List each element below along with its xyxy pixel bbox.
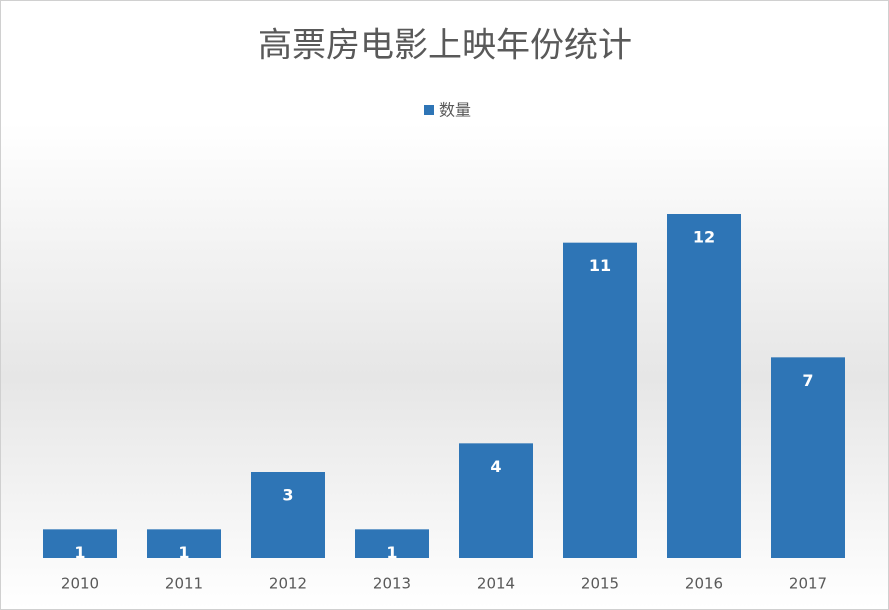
data-label: 3 (282, 486, 293, 505)
data-label: 1 (74, 543, 85, 562)
bar (771, 357, 845, 558)
x-tick-label: 2014 (477, 575, 515, 593)
data-label: 1 (386, 543, 397, 562)
bar (459, 443, 533, 558)
bar (251, 472, 325, 558)
legend: 数量 (424, 101, 471, 120)
chart-title: 高票房电影上映年份统计 (258, 26, 632, 66)
bar (667, 214, 741, 558)
data-label: 1 (178, 543, 189, 562)
x-tick-label: 2013 (373, 575, 411, 593)
x-tick-label: 2012 (269, 575, 307, 593)
bar (43, 529, 117, 558)
x-tick-label: 2010 (61, 575, 99, 593)
data-label: 4 (490, 457, 501, 476)
bar (355, 529, 429, 558)
x-tick-label: 2016 (685, 575, 723, 593)
data-label: 11 (589, 256, 611, 275)
legend-label: 数量 (439, 101, 471, 120)
data-label: 7 (802, 371, 813, 390)
legend-swatch (424, 105, 434, 115)
bar (147, 529, 221, 558)
x-tick-label: 2015 (581, 575, 619, 593)
bar (563, 242, 637, 558)
data-label: 12 (693, 228, 715, 247)
x-tick-label: 2011 (165, 575, 203, 593)
x-tick-label: 2017 (789, 575, 827, 593)
